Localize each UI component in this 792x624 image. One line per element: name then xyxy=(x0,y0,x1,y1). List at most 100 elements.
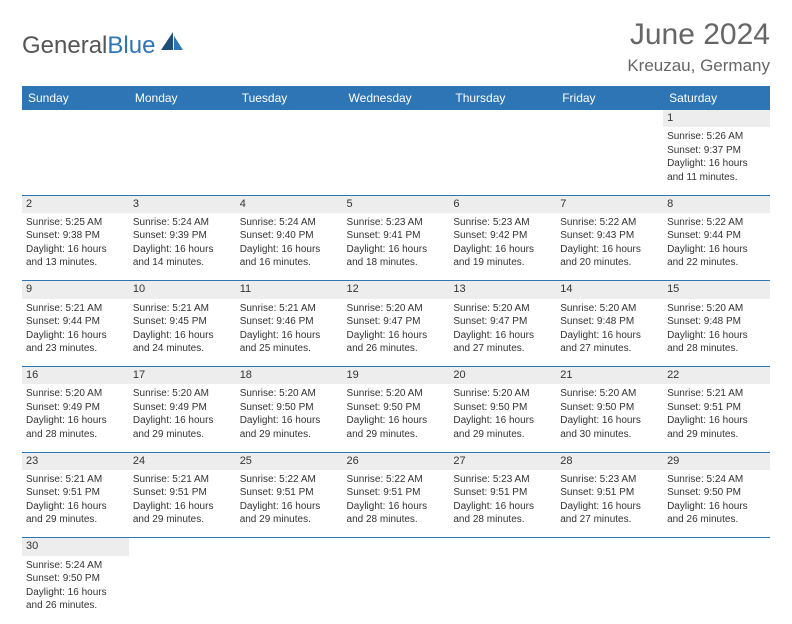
daylight-text-1: Daylight: 16 hours xyxy=(133,414,232,428)
weekday-header: Saturday xyxy=(663,86,770,110)
day-number: 5 xyxy=(343,195,450,213)
sunset-text: Sunset: 9:41 PM xyxy=(347,229,446,243)
daylight-text-2: and 23 minutes. xyxy=(26,342,125,356)
day-number: 12 xyxy=(343,281,450,299)
day-cell xyxy=(663,556,770,624)
day-cell: Sunrise: 5:20 AMSunset: 9:50 PMDaylight:… xyxy=(343,384,450,452)
daynum-row: 2345678 xyxy=(22,195,770,213)
day-cell: Sunrise: 5:20 AMSunset: 9:49 PMDaylight:… xyxy=(129,384,236,452)
sunset-text: Sunset: 9:51 PM xyxy=(347,486,446,500)
daylight-text-1: Daylight: 16 hours xyxy=(560,414,659,428)
day-cell: Sunrise: 5:26 AMSunset: 9:37 PMDaylight:… xyxy=(663,127,770,195)
header: GeneralBlue June 2024 Kreuzau, Germany xyxy=(22,18,770,76)
daylight-text-1: Daylight: 16 hours xyxy=(347,329,446,343)
sunrise-text: Sunrise: 5:21 AM xyxy=(26,473,125,487)
sunrise-text: Sunrise: 5:20 AM xyxy=(347,302,446,316)
day-number: 11 xyxy=(236,281,343,299)
sunrise-text: Sunrise: 5:25 AM xyxy=(26,216,125,230)
day-cell: Sunrise: 5:23 AMSunset: 9:51 PMDaylight:… xyxy=(449,470,556,538)
daylight-text-2: and 28 minutes. xyxy=(347,513,446,527)
daylight-text-1: Daylight: 16 hours xyxy=(240,243,339,257)
daylight-text-2: and 29 minutes. xyxy=(453,428,552,442)
day-cell xyxy=(129,127,236,195)
daynum-row: 30 xyxy=(22,538,770,556)
day-cell xyxy=(449,127,556,195)
day-cell xyxy=(343,556,450,624)
sunset-text: Sunset: 9:51 PM xyxy=(453,486,552,500)
day-cell: Sunrise: 5:22 AMSunset: 9:44 PMDaylight:… xyxy=(663,213,770,281)
sunrise-text: Sunrise: 5:24 AM xyxy=(667,473,766,487)
content-row: Sunrise: 5:20 AMSunset: 9:49 PMDaylight:… xyxy=(22,384,770,452)
daylight-text-2: and 29 minutes. xyxy=(133,428,232,442)
daylight-text-2: and 29 minutes. xyxy=(347,428,446,442)
brand-part1: General xyxy=(22,32,107,60)
daylight-text-2: and 28 minutes. xyxy=(667,342,766,356)
daylight-text-2: and 11 minutes. xyxy=(667,171,766,185)
sunrise-text: Sunrise: 5:26 AM xyxy=(667,130,766,144)
day-number: 24 xyxy=(129,452,236,470)
daylight-text-2: and 29 minutes. xyxy=(240,428,339,442)
daylight-text-2: and 29 minutes. xyxy=(240,513,339,527)
daylight-text-2: and 16 minutes. xyxy=(240,256,339,270)
day-number: 19 xyxy=(343,367,450,385)
daylight-text-1: Daylight: 16 hours xyxy=(347,414,446,428)
day-cell: Sunrise: 5:21 AMSunset: 9:44 PMDaylight:… xyxy=(22,299,129,367)
day-number: 17 xyxy=(129,367,236,385)
day-number: 23 xyxy=(22,452,129,470)
sunset-text: Sunset: 9:38 PM xyxy=(26,229,125,243)
sunrise-text: Sunrise: 5:22 AM xyxy=(240,473,339,487)
sunset-text: Sunset: 9:42 PM xyxy=(453,229,552,243)
daylight-text-1: Daylight: 16 hours xyxy=(560,329,659,343)
day-cell: Sunrise: 5:24 AMSunset: 9:40 PMDaylight:… xyxy=(236,213,343,281)
day-number xyxy=(449,110,556,127)
daylight-text-1: Daylight: 16 hours xyxy=(667,157,766,171)
day-cell xyxy=(556,127,663,195)
daylight-text-2: and 27 minutes. xyxy=(560,342,659,356)
day-number xyxy=(556,538,663,556)
sunrise-text: Sunrise: 5:21 AM xyxy=(667,387,766,401)
title-block: June 2024 Kreuzau, Germany xyxy=(627,18,770,76)
sunset-text: Sunset: 9:51 PM xyxy=(240,486,339,500)
day-cell: Sunrise: 5:22 AMSunset: 9:43 PMDaylight:… xyxy=(556,213,663,281)
daynum-row: 23242526272829 xyxy=(22,452,770,470)
sunset-text: Sunset: 9:50 PM xyxy=(347,401,446,415)
daylight-text-1: Daylight: 16 hours xyxy=(667,414,766,428)
day-number: 13 xyxy=(449,281,556,299)
daylight-text-1: Daylight: 16 hours xyxy=(240,500,339,514)
sunrise-text: Sunrise: 5:20 AM xyxy=(667,302,766,316)
sunset-text: Sunset: 9:44 PM xyxy=(26,315,125,329)
weekday-header: Wednesday xyxy=(343,86,450,110)
sunset-text: Sunset: 9:51 PM xyxy=(560,486,659,500)
sunset-text: Sunset: 9:39 PM xyxy=(133,229,232,243)
day-number xyxy=(556,110,663,127)
day-number: 15 xyxy=(663,281,770,299)
day-number: 4 xyxy=(236,195,343,213)
daylight-text-2: and 14 minutes. xyxy=(133,256,232,270)
sail-icon xyxy=(159,30,185,52)
sunrise-text: Sunrise: 5:23 AM xyxy=(560,473,659,487)
sunrise-text: Sunrise: 5:23 AM xyxy=(453,216,552,230)
daynum-row: 16171819202122 xyxy=(22,367,770,385)
daylight-text-1: Daylight: 16 hours xyxy=(26,586,125,600)
sunset-text: Sunset: 9:46 PM xyxy=(240,315,339,329)
day-cell: Sunrise: 5:20 AMSunset: 9:48 PMDaylight:… xyxy=(663,299,770,367)
daynum-row: 1 xyxy=(22,110,770,127)
sunrise-text: Sunrise: 5:20 AM xyxy=(347,387,446,401)
sunrise-text: Sunrise: 5:20 AM xyxy=(453,387,552,401)
day-number: 25 xyxy=(236,452,343,470)
daylight-text-1: Daylight: 16 hours xyxy=(347,500,446,514)
day-number: 2 xyxy=(22,195,129,213)
daylight-text-1: Daylight: 16 hours xyxy=(453,414,552,428)
daylight-text-2: and 26 minutes. xyxy=(347,342,446,356)
daylight-text-1: Daylight: 16 hours xyxy=(560,500,659,514)
sunset-text: Sunset: 9:51 PM xyxy=(667,401,766,415)
sunset-text: Sunset: 9:43 PM xyxy=(560,229,659,243)
day-number xyxy=(343,538,450,556)
daylight-text-2: and 25 minutes. xyxy=(240,342,339,356)
day-cell xyxy=(129,556,236,624)
day-cell: Sunrise: 5:21 AMSunset: 9:51 PMDaylight:… xyxy=(663,384,770,452)
sunrise-text: Sunrise: 5:20 AM xyxy=(133,387,232,401)
brand-part2: Blue xyxy=(107,32,155,60)
day-number: 29 xyxy=(663,452,770,470)
daylight-text-1: Daylight: 16 hours xyxy=(667,243,766,257)
